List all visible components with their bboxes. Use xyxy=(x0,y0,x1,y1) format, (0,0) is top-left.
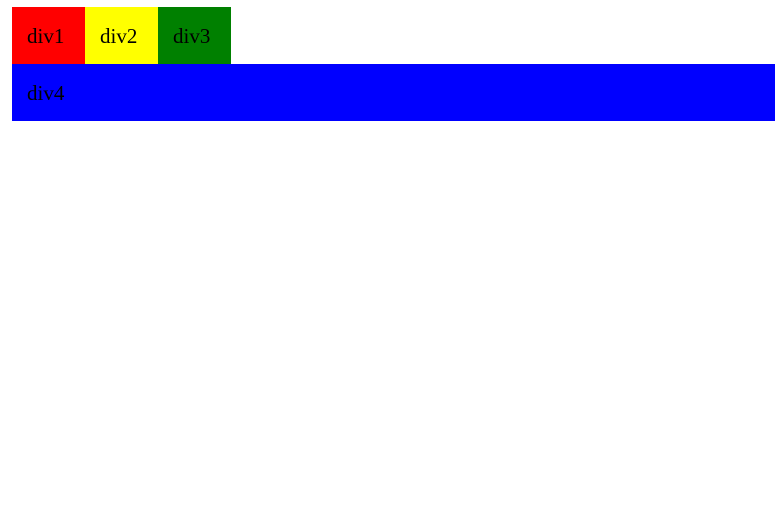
div3-block: div3 xyxy=(158,7,231,64)
div4-block: div4 xyxy=(12,64,775,121)
top-row: div1 div2 div3 xyxy=(12,7,231,64)
div2-block: div2 xyxy=(85,7,158,64)
div1-block: div1 xyxy=(12,7,85,64)
bottom-row: div4 xyxy=(12,64,775,121)
